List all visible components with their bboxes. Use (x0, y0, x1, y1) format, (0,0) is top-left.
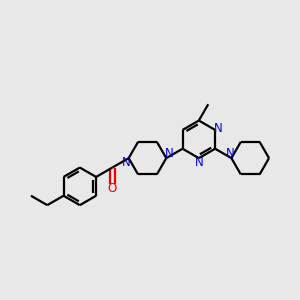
Text: N: N (194, 156, 203, 169)
Text: N: N (226, 147, 235, 160)
Text: O: O (108, 182, 117, 195)
Text: N: N (122, 156, 130, 169)
Text: N: N (165, 147, 173, 160)
Text: N: N (214, 122, 223, 135)
